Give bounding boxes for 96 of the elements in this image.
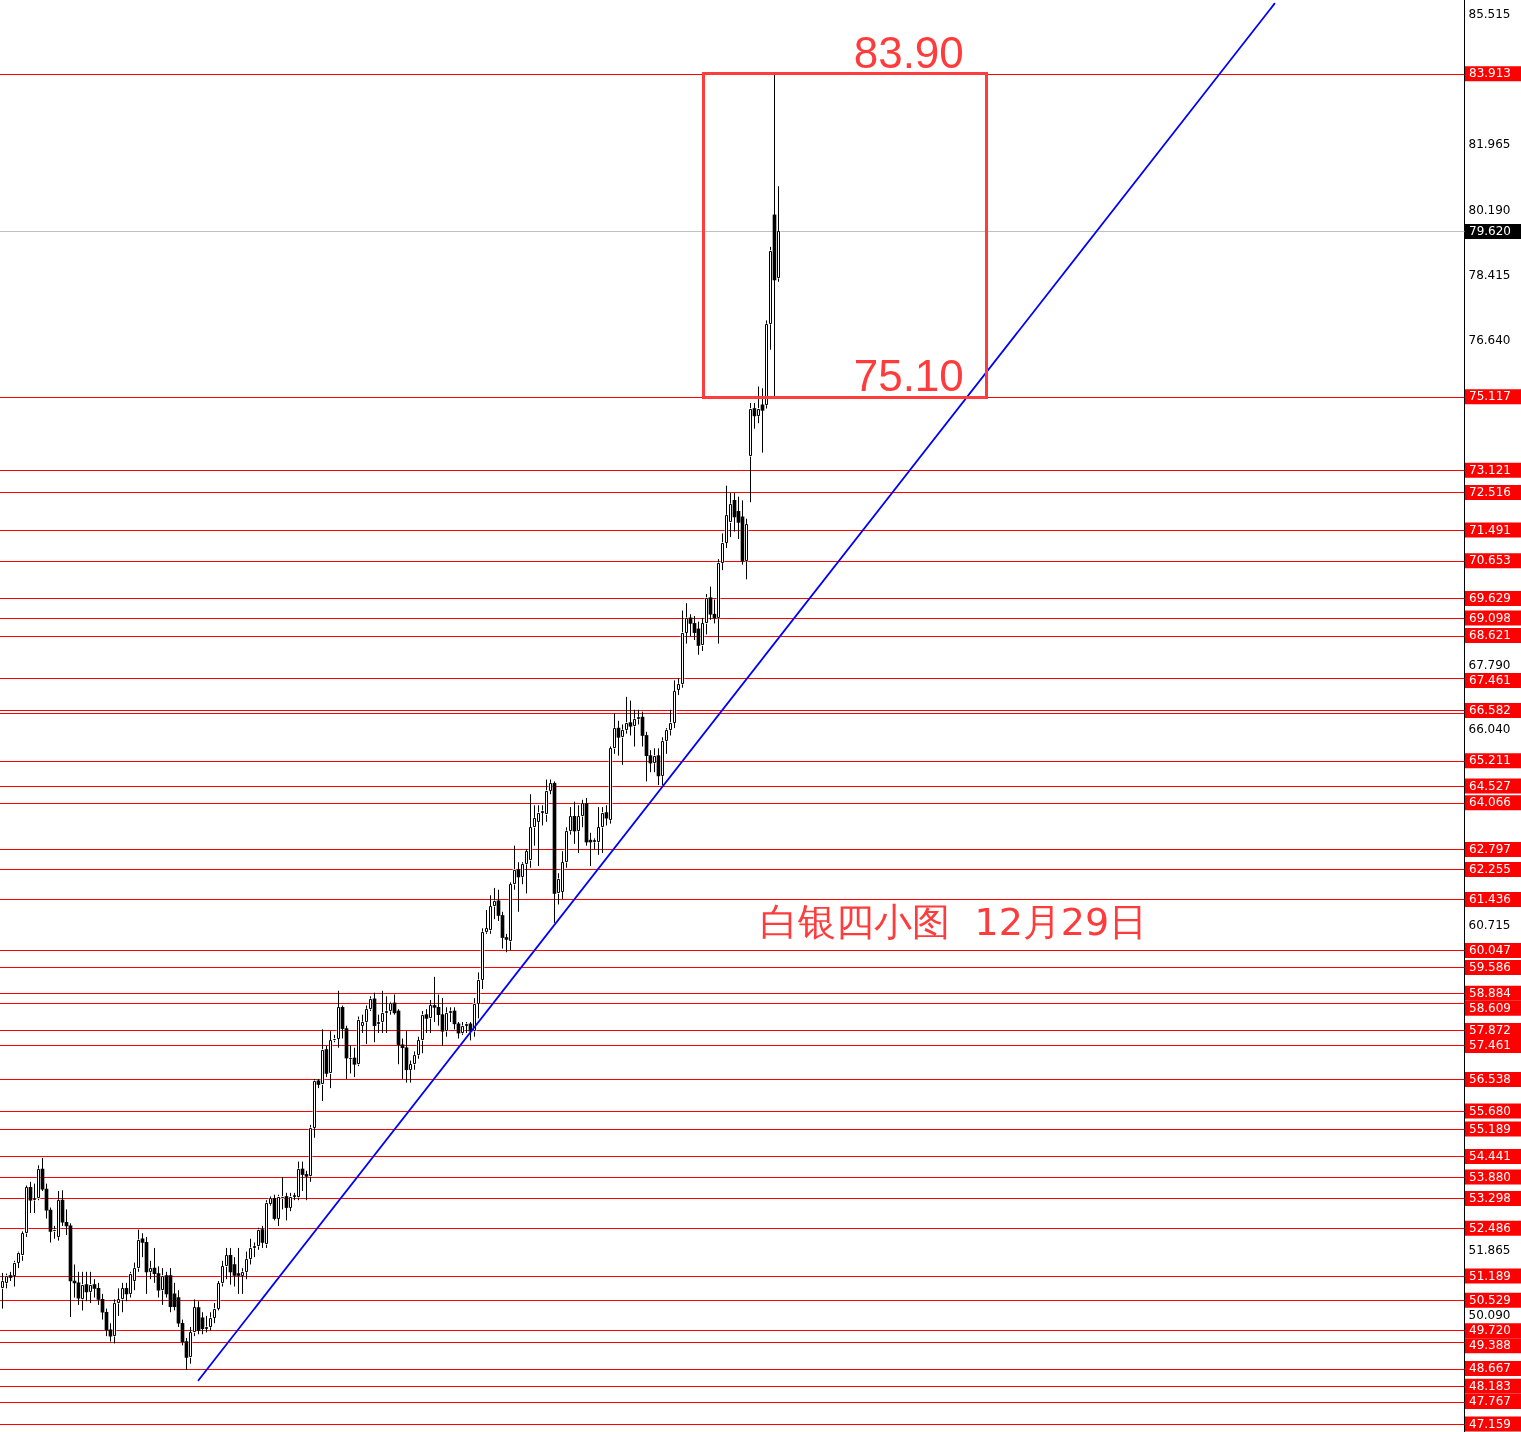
- ref-line-label: 60.047: [1469, 943, 1511, 958]
- candlestick: [488, 894, 493, 935]
- candlestick: [748, 402, 753, 503]
- candlestick: [432, 976, 437, 1023]
- candlestick: [120, 1282, 125, 1313]
- y-tick-label: 66.040: [1468, 722, 1511, 737]
- y-tick-label: 78.415: [1468, 267, 1511, 282]
- candlestick: [484, 909, 489, 935]
- y-tick-label: 85.515: [1468, 7, 1511, 21]
- candlestick: [380, 990, 385, 1034]
- ref-line-label: 54.441: [1469, 1149, 1511, 1164]
- candlestick: [528, 793, 533, 869]
- candlestick: [536, 804, 541, 867]
- candlestick: [356, 1016, 361, 1067]
- ref-line-label: 57.872: [1469, 1023, 1511, 1038]
- candlestick: [264, 1199, 269, 1249]
- ref-line-label: 51.189: [1469, 1268, 1511, 1283]
- ref-line-label: 57.461: [1469, 1038, 1511, 1053]
- candlestick: [568, 806, 573, 836]
- ref-line-label: 53.298: [1469, 1191, 1511, 1206]
- ref-line-label: 49.388: [1469, 1338, 1511, 1353]
- ref-line-label: 69.098: [1469, 610, 1511, 625]
- candlestick: [132, 1262, 137, 1291]
- ref-line-label: 50.529: [1469, 1292, 1511, 1307]
- candlestick: [88, 1271, 93, 1304]
- y-tick-label: 51.865: [1468, 1243, 1511, 1258]
- y-tick-label: 50.090: [1468, 1308, 1511, 1323]
- ref-line-label: 72.516: [1469, 485, 1511, 500]
- candlestick: [652, 747, 657, 773]
- ref-line-label: 69.629: [1469, 591, 1511, 606]
- ref-line-label: 53.880: [1469, 1169, 1511, 1184]
- ref-line-label: 55.189: [1469, 1121, 1511, 1136]
- ref-line-label: 67.461: [1469, 673, 1511, 688]
- ref-line-label: 68.621: [1469, 628, 1511, 643]
- ref-line-label: 62.797: [1469, 842, 1511, 857]
- candlestick: [764, 319, 769, 410]
- ref-line-label: 61.436: [1469, 892, 1511, 907]
- candlestick: [92, 1278, 97, 1299]
- annotation: 83.90: [853, 28, 964, 78]
- candlestick: [664, 727, 669, 755]
- candlestick: [128, 1271, 133, 1299]
- candlestick: [628, 700, 633, 736]
- candlestick: [660, 736, 665, 786]
- candlestick: [600, 806, 605, 854]
- ref-line-label: 59.586: [1469, 960, 1511, 975]
- y-tick-label: 81.965: [1468, 137, 1511, 152]
- candlestick: [624, 696, 629, 735]
- candlestick: [160, 1267, 165, 1306]
- ref-line-label: 55.680: [1469, 1103, 1511, 1118]
- ref-line-label: 58.609: [1469, 1000, 1511, 1015]
- candlestick: [256, 1227, 261, 1251]
- annotation: 75.10: [853, 351, 964, 401]
- ref-line-label: 73.121: [1469, 462, 1511, 477]
- candlestick: [136, 1229, 141, 1273]
- y-tick-label: 76.640: [1468, 333, 1511, 348]
- ref-line-label: 52.486: [1469, 1220, 1511, 1235]
- y-tick-label: 60.715: [1468, 918, 1511, 933]
- ref-line-label: 66.582: [1469, 703, 1511, 718]
- candlestick: [520, 861, 525, 885]
- candlestick: [364, 1004, 369, 1045]
- candlestick: [36, 1164, 41, 1201]
- candlestick: [412, 1050, 417, 1071]
- y-tick-label: 67.790: [1468, 658, 1511, 673]
- ref-line-label: 65.211: [1469, 753, 1511, 768]
- ref-line-label: 64.066: [1469, 795, 1511, 810]
- candlestick: [620, 723, 625, 766]
- candlestick: [116, 1287, 121, 1317]
- ref-line-label: 48.667: [1469, 1361, 1511, 1376]
- ref-line-label: 48.183: [1469, 1378, 1511, 1393]
- candlestick: [80, 1271, 85, 1311]
- ref-line-label: 83.913: [1469, 66, 1511, 81]
- ref-line-label: 58.884: [1469, 985, 1511, 1000]
- candlestick: [744, 518, 749, 580]
- candlestick: [680, 610, 685, 689]
- candlestick: [420, 1010, 425, 1054]
- candlestick: [756, 385, 761, 424]
- candlestick: [776, 185, 781, 283]
- candlestick: [224, 1247, 229, 1280]
- candlestick: [576, 804, 581, 854]
- ref-line-label: 71.491: [1469, 522, 1511, 537]
- ref-line-label: 64.527: [1469, 778, 1511, 793]
- y-tick-label: 80.190: [1468, 202, 1511, 217]
- candlestick: [276, 1194, 281, 1227]
- ref-line-label: 49.720: [1469, 1323, 1511, 1338]
- annotation: 白银四小图 12月29日: [760, 899, 1148, 944]
- ref-line-label: 79.620: [1469, 224, 1511, 239]
- ref-line-label: 56.538: [1469, 1072, 1511, 1087]
- ref-line-label: 47.159: [1469, 1416, 1511, 1431]
- ref-line-label: 47.767: [1469, 1394, 1511, 1409]
- ref-line-label: 75.117: [1469, 389, 1511, 404]
- candlestick: [112, 1298, 117, 1344]
- candlestick: [428, 999, 433, 1034]
- candlestick: [236, 1247, 241, 1295]
- ref-line-label: 62.255: [1469, 862, 1511, 876]
- candlestick: [244, 1251, 249, 1280]
- ref-line-label: 70.653: [1469, 553, 1511, 568]
